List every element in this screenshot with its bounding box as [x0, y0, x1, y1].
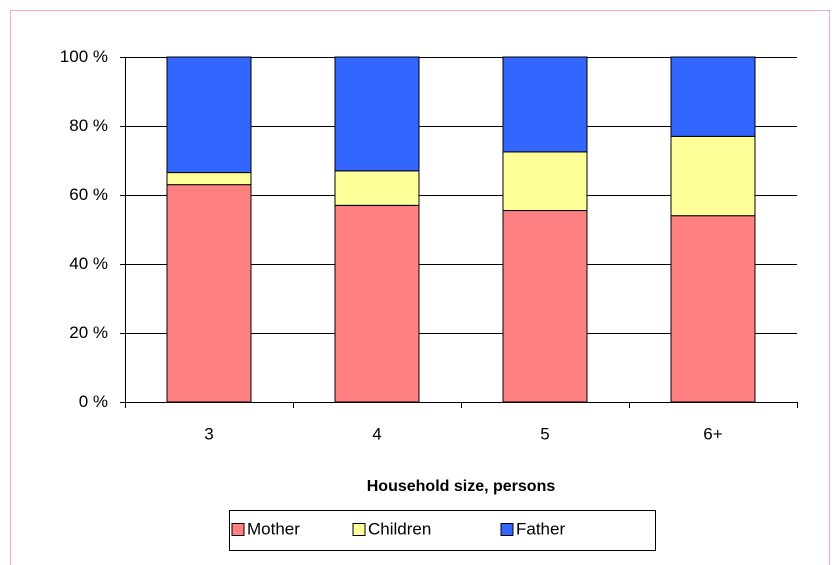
x-tick-label: 5	[540, 424, 549, 443]
y-tick-label: 20 %	[69, 323, 108, 342]
y-tick-label: 60 %	[69, 185, 108, 204]
bar-segment	[334, 204, 420, 403]
legend-label: Mother	[247, 519, 300, 538]
y-tick-label: 40 %	[69, 254, 108, 273]
x-tick-label: 4	[372, 424, 381, 443]
bar-segment	[670, 56, 756, 137]
bar-segment	[502, 151, 588, 212]
y-tick-label: 80 %	[69, 116, 108, 135]
bar-segment	[670, 215, 756, 403]
legend-label: Children	[368, 519, 431, 538]
legend-swatch	[231, 523, 245, 536]
bar-segment	[166, 56, 252, 174]
x-axis-title: Household size, persons	[367, 478, 556, 495]
bar-segment	[166, 172, 252, 186]
legend-box	[229, 510, 656, 551]
bar-segment	[334, 56, 420, 172]
x-tick-label: 6+	[703, 424, 722, 443]
y-tick-label: 0 %	[79, 392, 108, 411]
legend-label: Father	[516, 519, 565, 538]
bar-segment	[334, 170, 420, 206]
bar-segment	[502, 210, 588, 403]
bar-segment	[502, 56, 588, 153]
y-tick-label: 100 %	[60, 47, 108, 66]
bar-segment	[670, 135, 756, 217]
legend-swatch	[500, 523, 514, 536]
x-tick-label: 3	[204, 424, 213, 443]
legend-swatch	[352, 523, 366, 536]
bar-segment	[166, 184, 252, 403]
